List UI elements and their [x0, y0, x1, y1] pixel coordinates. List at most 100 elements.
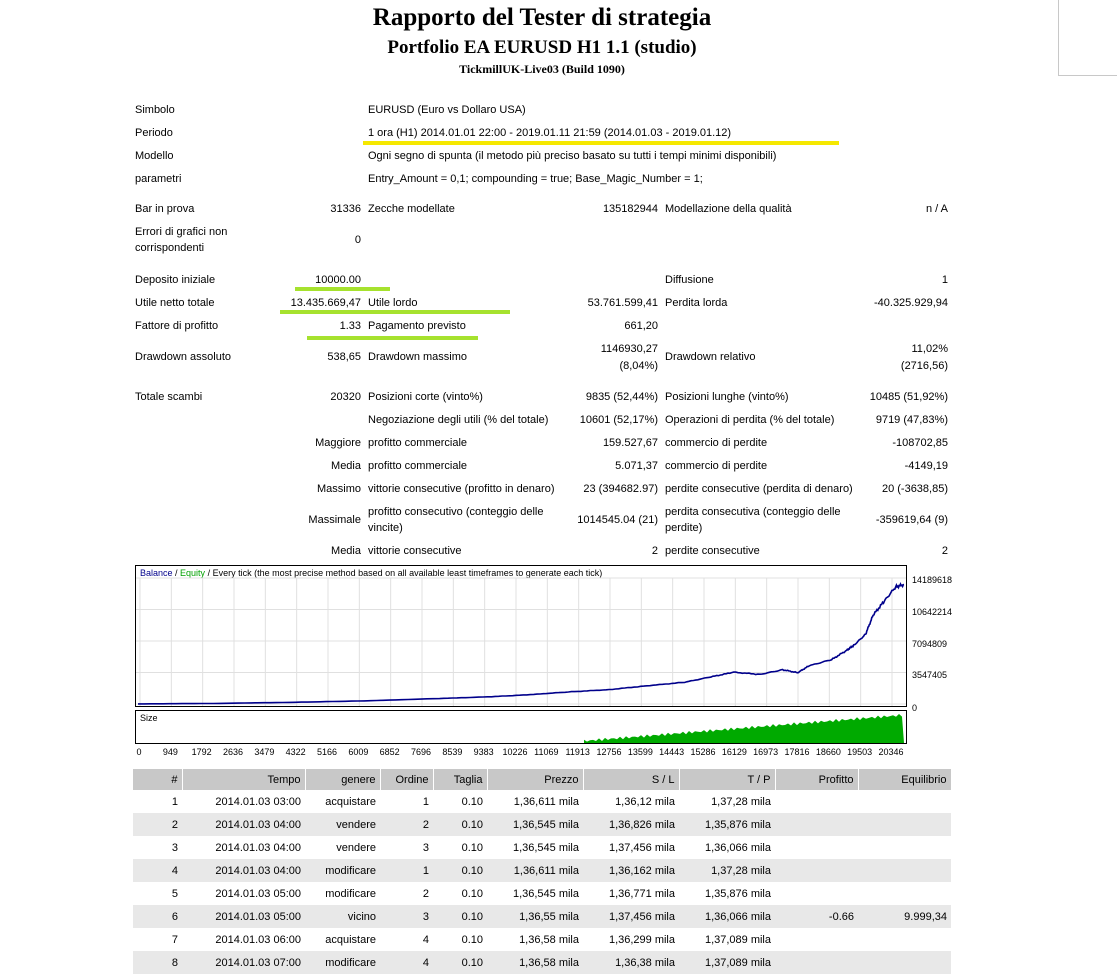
average-profit-label: profitto commerciale: [368, 460, 468, 472]
report-title: Rapporto del Tester di strategia: [372, 4, 712, 31]
col-number: #: [133, 769, 183, 790]
table-cell: [775, 951, 858, 974]
y-tick-label: 7094809: [912, 639, 948, 649]
dd-relative-value: 11,02%: [911, 343, 949, 355]
errors-label-2: corrispondenti: [135, 242, 205, 254]
x-tick-label: 11069: [534, 747, 559, 757]
period-highlight: [363, 141, 839, 145]
x-tick-label: 12756: [596, 747, 622, 757]
table-cell: 1,37,456 mila: [583, 905, 679, 928]
gross-loss-value: -40.325.929,94: [873, 297, 948, 309]
table-cell: 1,36,611 mila: [487, 859, 583, 882]
x-tick-label: 16129: [721, 747, 747, 757]
maximal-loss-label-2: perdite): [665, 522, 703, 534]
params-label: parametri: [135, 173, 182, 185]
spread-value: 1: [941, 274, 948, 286]
bars-value: 31336: [330, 203, 361, 215]
maximal-profit-value: 1014545.04 (21): [577, 514, 658, 526]
table-cell: 1,36,162 mila: [583, 859, 679, 882]
y-tick-label: 0: [912, 703, 918, 713]
avg-wins-value: 2: [651, 545, 658, 557]
average-consecutive-label: Media: [331, 545, 361, 557]
table-cell: modificare: [305, 951, 380, 974]
model-value: Ogni segno di spunta (il metodo più prec…: [368, 150, 777, 162]
table-cell: 0.10: [461, 795, 483, 808]
short-positions-label: Posizioni corte (vinto%): [368, 391, 483, 403]
symbol-label: Simbolo: [135, 104, 175, 116]
table-cell: 2014.01.03 07:00: [182, 951, 305, 974]
table-cell: [858, 836, 951, 859]
balance-chart: Balance / Equity / Every tick (the most …: [135, 565, 907, 707]
long-positions-value: 10485 (51,92%): [869, 391, 948, 403]
table-cell: 0.10: [461, 933, 483, 946]
maximal-profit-label-2: vincite): [368, 522, 403, 534]
max-wins-label: vittorie consecutive (profitto in denaro…: [368, 483, 555, 495]
table-cell: [858, 928, 951, 951]
avg-wins-label: vittorie consecutive: [368, 545, 462, 557]
deposit-value: 10000.00: [315, 274, 361, 286]
net-profit-label: Utile netto totale: [135, 297, 215, 309]
table-cell: 3: [380, 905, 433, 928]
x-tick-label: 5166: [316, 747, 338, 757]
profit-trades-value: 10601 (52,17%): [579, 414, 658, 426]
maximum-label: Massimo: [316, 483, 361, 495]
report-subtitle: Portfolio EA EURUSD H1 1.1 (studio): [387, 37, 697, 58]
params-value: Entry_Amount = 0,1; compounding = true; …: [368, 173, 703, 185]
table-cell: 2014.01.03 05:00: [215, 887, 301, 900]
table-cell: 1,37,089 mila: [704, 933, 771, 946]
largest-profit-label: profitto commerciale: [368, 437, 468, 449]
table-cell: 1,36,611 mila: [513, 795, 579, 808]
largest-label: Maggiore: [315, 437, 361, 449]
table-row: 7 2014.01.03 06:00 acquistare 4 0.10 1,36,58 …: [133, 928, 951, 951]
table-cell: 1: [171, 795, 178, 808]
gross-loss-label: Perdita lorda: [665, 297, 728, 309]
col-profit: Profitto: [775, 769, 859, 790]
table-row: 4 2014.01.03 04:00 modificare 1 0.10 1,36,611…: [133, 859, 951, 882]
table-cell: 0.10: [433, 905, 487, 928]
dd-absolute-label: Drawdown assoluto: [135, 351, 231, 363]
table-cell: 2: [422, 887, 429, 900]
legend-rest: / Every tick (the most precise method ba…: [205, 568, 603, 578]
x-tick-label: 4322: [285, 747, 306, 757]
size-chart-plot: [584, 714, 904, 743]
symbol-value: EURUSD (Euro vs Dollaro USA): [368, 104, 526, 116]
table-cell: 2014.01.03 04:00: [182, 859, 305, 882]
table-cell: 1,36,545 mila: [512, 887, 579, 900]
period-label: Periodo: [135, 127, 173, 139]
table-cell: -0.66: [775, 905, 858, 928]
window-corner-frame: [1058, 0, 1117, 76]
size-series-area: [584, 714, 904, 743]
table-cell: 1,37,456 mila: [608, 841, 675, 854]
profit-trades-label: Negoziazione degli utili (% del totale): [368, 414, 549, 426]
table-cell: 1,36,771 mila: [608, 887, 675, 900]
errors-label-1: Errori di grafici non: [135, 226, 228, 238]
expected-payoff-label: Pagamento previsto: [368, 320, 466, 332]
largest-loss-value: -108702,85: [892, 437, 948, 449]
deposit-highlight: [295, 287, 390, 291]
table-cell: [858, 951, 951, 974]
col-price: Prezzo: [487, 769, 584, 790]
maximal-label: Massimale: [308, 514, 361, 526]
table-cell: 2014.01.03 04:00: [215, 841, 301, 854]
model-label: Modello: [135, 150, 174, 162]
average-loss-label: commercio di perdite: [665, 460, 768, 472]
period-value: 1 ora (H1) 2014.01.01 22:00 - 2019.01.11…: [368, 127, 732, 139]
table-cell: modificare: [305, 859, 380, 882]
table-cell: acquistare: [325, 933, 376, 946]
total-trades-label: Totale scambi: [135, 391, 203, 403]
x-tick-label: 14443: [659, 747, 685, 757]
y-tick-label: 14189618: [912, 575, 953, 585]
balance-chart-plot: [136, 577, 906, 706]
dd-relative-label: Drawdown relativo: [665, 351, 756, 363]
net-profit-value: 13.435.669,47: [290, 297, 361, 309]
x-tick-label: 1792: [191, 747, 212, 757]
size-label: Size: [140, 713, 158, 723]
table-cell: 1,36,12 mila: [615, 795, 675, 808]
profit-factor-highlight: [307, 336, 478, 340]
max-losses-label: perdite consecutive (perdita di denaro): [665, 483, 853, 495]
size-chart: Size: [135, 710, 907, 744]
x-tick-label: 949: [162, 747, 178, 757]
x-tick-label: 6852: [379, 747, 400, 757]
col-size: Taglia: [433, 769, 488, 790]
table-cell: 3: [171, 841, 178, 854]
